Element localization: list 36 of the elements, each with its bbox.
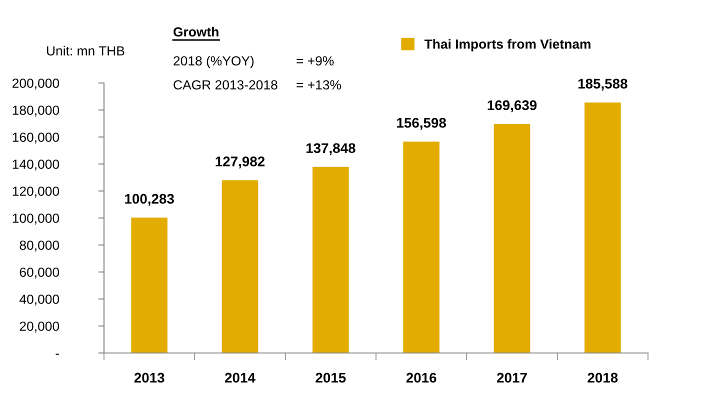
bar [222,180,258,353]
text: 2018 (%YOY) [174,56,254,68]
bar [312,166,349,353]
text: 137,848 [306,143,356,156]
y-tick-label: 100,000 [12,214,60,224]
text: 100,283 [125,194,174,206]
y-tick-label: 80,000 [20,240,60,252]
y-tick-label: 40,000 [20,294,60,306]
bar [131,218,168,353]
y-tick-label: 20,000 [20,322,60,332]
text: 127,982 [216,156,265,168]
text: Growth [174,26,218,37]
x-tick-label: 2016 [406,372,436,383]
y-tick-label: - [56,354,59,355]
text: 169,639 [488,100,537,112]
text: = +9% [296,56,334,66]
y-tick-label: 120,000 [12,186,60,198]
bar [494,124,530,353]
x-tick-label: 2017 [497,372,527,383]
y-axis-title: Unit: mn THB [47,46,124,56]
annotation: = +13% [296,80,342,90]
bar [584,102,621,353]
x-tick-label: 2013 [134,372,164,383]
x-tick-label: 2015 [316,372,346,383]
y-tick-label: 140,000 [12,160,60,170]
x-tick-label: 2018 [588,372,618,383]
y-tick-label: 200,000 [12,78,60,90]
text: 156,598 [397,118,446,130]
y-tick-label: 160,000 [12,132,60,144]
bar [403,142,440,353]
x-tick-label: 2014 [225,372,256,383]
text: 185,588 [578,78,628,91]
legend-label: Thai Imports from Vietnam [424,39,590,52]
y-tick-label: 60,000 [20,268,60,278]
annotation: CAGR 2013-2018 [174,80,278,90]
y-tick-label: 180,000 [12,106,60,116]
